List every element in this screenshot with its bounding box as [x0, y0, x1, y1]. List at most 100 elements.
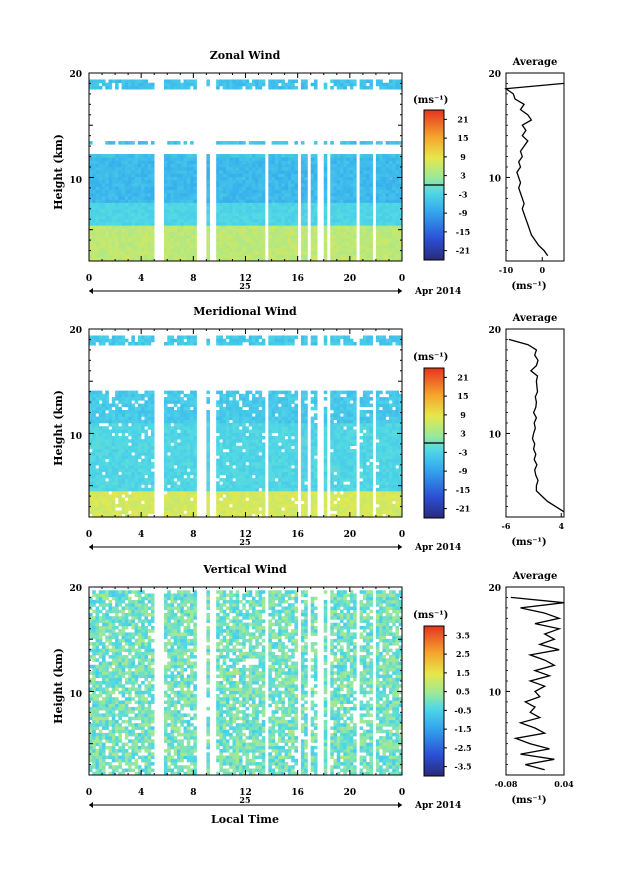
heatmap-cell [89, 500, 93, 505]
heatmap-cell [278, 170, 282, 174]
heatmap-cell [225, 186, 230, 190]
heatmap-cell [340, 215, 344, 220]
heatmap-cell [284, 189, 289, 194]
heatmap-cell [115, 397, 119, 401]
heatmap-cell [105, 439, 109, 443]
heatmap-cell [274, 419, 279, 424]
heatmap-cell [190, 228, 194, 233]
heatmap-cell [92, 491, 96, 495]
heatmap-cell [206, 478, 210, 482]
heatmap-cell [180, 494, 184, 498]
heatmap-cell [362, 199, 367, 203]
heatmap-cell [190, 218, 194, 223]
heatmap-cell [124, 413, 129, 417]
heatmap-cell [92, 416, 96, 421]
heatmap-cell [229, 452, 233, 456]
heatmap-cell [392, 192, 396, 197]
heatmap-cell [252, 199, 256, 203]
heatmap-cell [222, 507, 227, 511]
heatmap-cell [255, 215, 259, 220]
heatmap-cell [287, 176, 292, 181]
heatmap-cell [252, 426, 256, 430]
heatmap-cell [219, 445, 223, 450]
heatmap-cell [287, 251, 292, 255]
heatmap-cell [131, 82, 135, 87]
heatmap-cell [245, 435, 250, 440]
heatmap-cell [379, 231, 383, 236]
heatmap-cell [128, 452, 132, 456]
heatmap-cell [252, 442, 256, 446]
heatmap-cell [98, 481, 103, 485]
heatmap-cell [167, 491, 171, 495]
heatmap-cell [118, 231, 122, 236]
heatmap-cell [343, 189, 347, 194]
heatmap-cell [274, 85, 279, 90]
heatmap-cell [137, 205, 142, 210]
heatmap-cell [134, 410, 139, 414]
heatmap-cell [255, 474, 259, 479]
heatmap-cell [245, 176, 250, 181]
heatmap-cell [343, 163, 347, 168]
heatmap-cell [206, 235, 210, 239]
heatmap-cell [330, 186, 334, 190]
heatmap-cell [369, 82, 373, 87]
heatmap-cell [395, 192, 400, 197]
heatmap-cell [294, 176, 298, 181]
heatmap-cell [163, 244, 168, 249]
heatmap-cell [173, 455, 178, 459]
heatmap-cell [229, 244, 233, 249]
heatmap-cell [271, 85, 276, 90]
heatmap-cell [353, 196, 357, 200]
heatmap-cell [190, 163, 194, 168]
heatmap-cell [193, 85, 197, 90]
heatmap-cell [89, 429, 93, 434]
heatmap-cell [382, 202, 386, 207]
heatmap-cell [229, 471, 233, 476]
heatmap-cell [245, 202, 250, 207]
heatmap-cell [144, 157, 148, 161]
heatmap-cell [105, 494, 109, 498]
heatmap-cell [137, 85, 142, 90]
heatmap-cell [382, 212, 386, 216]
heatmap-cell [105, 141, 109, 145]
heatmap-cell [111, 154, 116, 158]
heatmap-cell [186, 487, 191, 492]
heatmap-cell [131, 487, 135, 492]
heatmap-cell [163, 432, 168, 437]
heatmap-cell [102, 222, 106, 226]
heatmap-cell [274, 341, 279, 346]
heatmap-cell [141, 192, 145, 197]
heatmap-cell [118, 335, 122, 340]
heatmap-cell [245, 338, 250, 343]
heatmap-cell [252, 179, 256, 184]
heatmap-cell [105, 413, 109, 417]
heatmap-cell [261, 196, 266, 200]
heatmap-cell [268, 85, 272, 90]
heatmap-cell [229, 455, 233, 459]
heatmap-cell [186, 341, 191, 346]
heatmap-cell [118, 154, 122, 158]
heatmap-cell [121, 416, 126, 421]
heatmap-cell [294, 170, 298, 174]
heatmap-cell [102, 338, 106, 343]
heatmap-cell [131, 186, 135, 190]
heatmap-cell [340, 192, 344, 197]
heatmap-cell [333, 215, 338, 220]
heatmap-cell [336, 79, 341, 84]
heatmap-cell [252, 189, 256, 194]
heatmap-cell [206, 413, 210, 417]
heatmap-cell [242, 231, 246, 236]
heatmap-cell [111, 248, 116, 252]
heatmap-cell [121, 170, 126, 174]
heatmap-cell [235, 254, 240, 259]
heatmap-cell [121, 160, 126, 165]
heatmap-cell [261, 510, 266, 515]
heatmap-cell [121, 192, 126, 197]
heatmap-cell [108, 481, 113, 485]
heatmap-cell [105, 510, 109, 515]
heatmap-cell [206, 163, 210, 168]
heatmap-cell [238, 163, 243, 168]
heatmap-cell [225, 257, 230, 262]
heatmap-cell [144, 341, 148, 346]
heatmap-cell [362, 179, 367, 184]
